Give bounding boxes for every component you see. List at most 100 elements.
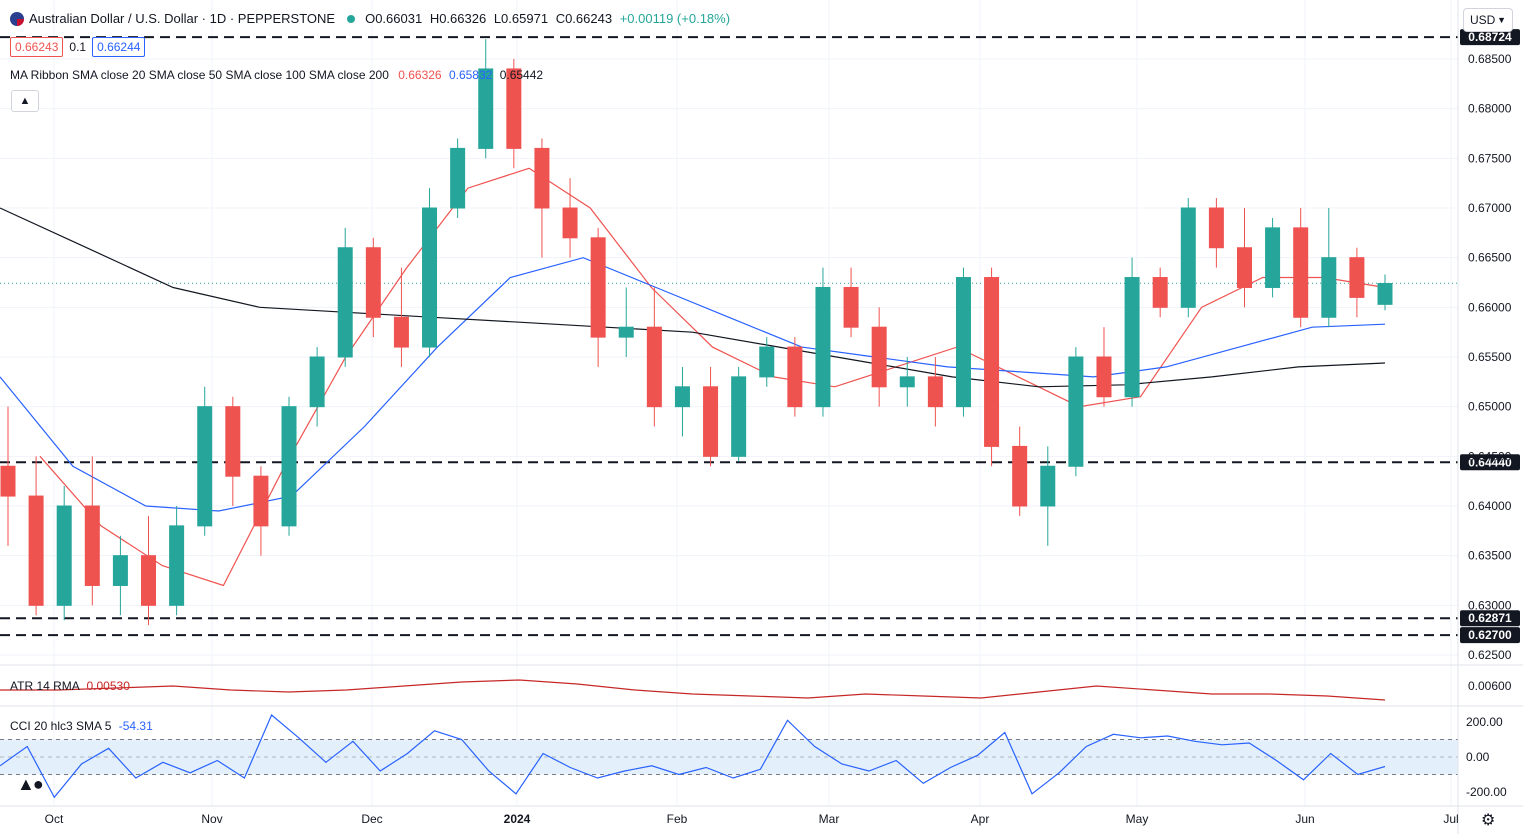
candle-body xyxy=(281,406,297,527)
level-tag-label: 0.68724 xyxy=(1468,30,1512,44)
candle-body xyxy=(1068,356,1084,467)
ohlc-readout: O0.66031 H0.66326 L0.65971 C0.66243 +0.0… xyxy=(365,11,734,26)
candle-body xyxy=(674,386,690,408)
time-tick-label: 2024 xyxy=(504,812,531,826)
level-tag-label: 0.62871 xyxy=(1468,611,1512,625)
sma20-value: 0.66326 xyxy=(398,68,442,82)
price-tick-label: 0.66500 xyxy=(1468,251,1512,265)
candle-body xyxy=(225,406,241,477)
candle-body xyxy=(1124,277,1140,398)
candle-body xyxy=(28,495,44,606)
level-tag xyxy=(1460,29,1520,46)
candle-body xyxy=(253,475,269,527)
close-value: C0.66243 xyxy=(555,11,613,26)
level-tag xyxy=(1460,627,1520,644)
price-tick-label: 0.63500 xyxy=(1468,549,1512,563)
time-tick-label: May xyxy=(1126,812,1149,826)
candle-body xyxy=(1208,207,1224,249)
time-tick-label: Jun xyxy=(1295,812,1314,826)
currency-select[interactable]: USD ▼ xyxy=(1463,8,1513,32)
candle-body xyxy=(955,277,971,408)
cci-tick-label: -200.00 xyxy=(1466,785,1507,799)
atr-legend[interactable]: ATR 14 RMA 0.00530 xyxy=(10,679,130,693)
bid-ask-row: 0.66243 0.1 0.66244 xyxy=(10,37,146,57)
market-open-icon xyxy=(347,14,356,23)
candle-body xyxy=(562,207,578,239)
level-tag-label: 0.64440 xyxy=(1468,455,1512,469)
ma-ribbon-legend[interactable]: MA Ribbon SMA close 20 SMA close 50 SMA … xyxy=(10,68,543,82)
candle-body xyxy=(506,68,522,149)
cci-tick-label: 0.00 xyxy=(1466,750,1490,764)
candle-body xyxy=(1236,247,1252,288)
time-tick-label: Mar xyxy=(819,812,840,826)
level-tag xyxy=(1460,610,1520,627)
candle-body xyxy=(197,406,213,527)
cci-label: CCI 20 hlc3 SMA 5 xyxy=(10,719,112,733)
level-tag xyxy=(1460,454,1520,471)
candle-body xyxy=(843,286,859,328)
tradingview-logo-icon[interactable]: ▲● xyxy=(17,774,44,794)
candle-body xyxy=(169,525,185,606)
time-tick-label: Apr xyxy=(971,812,990,826)
low-value: L0.65971 xyxy=(493,11,549,26)
candle-body xyxy=(56,505,72,606)
candle-body xyxy=(787,346,803,408)
sma50-value: 0.65832 xyxy=(448,68,493,82)
candle-body xyxy=(309,356,325,408)
candle-body xyxy=(815,286,831,408)
candle-body xyxy=(1096,356,1112,398)
price-tick-label: 0.65000 xyxy=(1468,400,1512,414)
candle-body xyxy=(422,207,438,348)
candle-body xyxy=(984,277,1000,447)
audusd-flag-icon xyxy=(10,11,24,26)
gear-icon[interactable]: ⚙ xyxy=(1481,812,1496,829)
sma200-value: 0.65442 xyxy=(499,68,544,82)
price-tick-label: 0.62500 xyxy=(1468,648,1512,662)
candle-body xyxy=(731,376,747,457)
price-tick-label: 0.65500 xyxy=(1468,350,1512,364)
candle-body xyxy=(478,68,494,149)
price-tick-label: 0.67000 xyxy=(1468,201,1512,215)
candle-body xyxy=(534,147,550,209)
candle-body xyxy=(393,316,409,348)
candle-body xyxy=(646,326,662,408)
level-tag-label: 0.62700 xyxy=(1468,628,1512,642)
open-value: O0.66031 xyxy=(365,11,423,26)
cci-value: -54.31 xyxy=(118,719,153,733)
price-tick-label: 0.64000 xyxy=(1468,499,1512,513)
sell-price-button[interactable]: 0.66243 xyxy=(10,37,64,57)
cci-legend[interactable]: CCI 20 hlc3 SMA 5 -54.31 xyxy=(10,719,153,733)
horizontal-levels: 0.68724 0.64440 0.62871 0.62700 xyxy=(0,29,1520,644)
candle-body xyxy=(759,346,775,378)
chevron-up-icon: ▲ xyxy=(19,95,31,107)
time-tick-label: Jul xyxy=(1443,812,1458,826)
sma200-line xyxy=(0,207,1386,388)
collapse-legend-button[interactable]: ▲ xyxy=(11,90,39,112)
cci-tick-label: 200.00 xyxy=(1466,715,1503,729)
candle-body xyxy=(899,376,915,388)
symbol-header: Australian Dollar / U.S. Dollar · 1D · P… xyxy=(10,11,734,26)
price-tick-label: 0.63000 xyxy=(1468,598,1512,612)
symbol-title: Australian Dollar / U.S. Dollar · 1D · P… xyxy=(29,11,336,26)
chevron-down-icon: ▼ xyxy=(1497,15,1506,25)
candle-body xyxy=(1180,207,1196,308)
candle-body xyxy=(141,555,157,606)
high-value: H0.66326 xyxy=(429,11,487,26)
candle-body xyxy=(703,386,719,457)
candle-body xyxy=(618,326,634,338)
candle-body xyxy=(871,326,887,388)
sma50-line xyxy=(0,257,1386,512)
candle-body xyxy=(1040,465,1056,507)
candle-body xyxy=(365,247,381,318)
candle-body xyxy=(1152,277,1168,308)
time-tick-label: Oct xyxy=(45,812,64,826)
candles xyxy=(0,39,1393,626)
price-tick-label: 0.64500 xyxy=(1468,449,1512,463)
candle-body xyxy=(84,505,100,586)
buy-price-button[interactable]: 0.66244 xyxy=(92,37,146,57)
candle-body xyxy=(0,465,16,497)
price-tick-label: 0.68000 xyxy=(1468,102,1512,116)
